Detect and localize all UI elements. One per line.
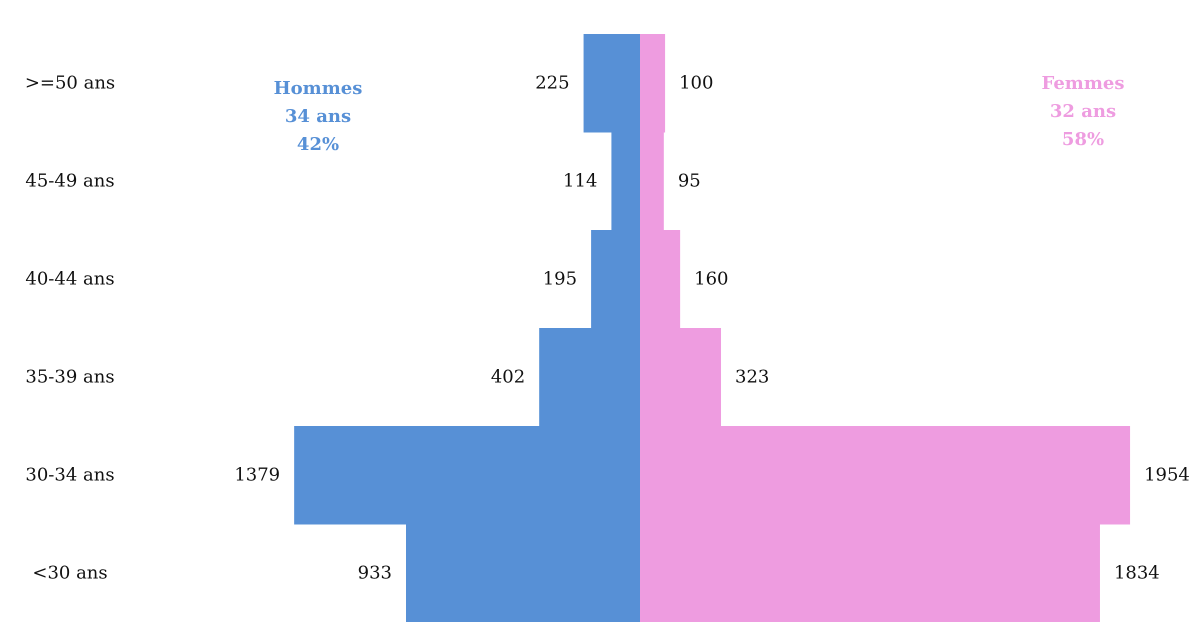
value-label-femmes-ge50-ans: 100 — [679, 73, 713, 94]
value-label-femmes-lt30-ans: 1834 — [1114, 563, 1160, 584]
legend-hommes-share: 42% — [297, 134, 339, 155]
bar-hommes-ge50-ans — [584, 34, 640, 133]
legend-femmes-share: 58% — [1062, 129, 1104, 150]
category-label-30-34-ans: 30-34 ans — [25, 465, 114, 486]
category-label-45-49-ans: 45-49 ans — [25, 171, 114, 192]
value-label-femmes-35-39-ans: 323 — [735, 367, 769, 388]
legend-hommes: Hommes 34 ans 42% — [274, 78, 363, 155]
legend-hommes-age: 34 ans — [285, 106, 351, 127]
bar-femmes-45-49-ans — [640, 132, 664, 231]
value-label-femmes-30-34-ans: 1954 — [1144, 465, 1190, 486]
bars-group — [294, 34, 1130, 622]
bar-hommes-35-39-ans — [539, 328, 640, 427]
value-label-femmes-45-49-ans: 95 — [678, 171, 701, 192]
value-label-hommes-ge50-ans: 225 — [535, 73, 569, 94]
value-label-hommes-40-44-ans: 195 — [543, 269, 577, 290]
category-label-lt30-ans: <30 ans — [32, 563, 107, 584]
legend-femmes-name: Femmes — [1042, 73, 1125, 94]
value-label-femmes-40-44-ans: 160 — [694, 269, 728, 290]
value-label-hommes-30-34-ans: 1379 — [234, 465, 280, 486]
category-label-40-44-ans: 40-44 ans — [25, 269, 114, 290]
category-label-35-39-ans: 35-39 ans — [25, 367, 114, 388]
value-label-hommes-45-49-ans: 114 — [563, 171, 597, 192]
bar-hommes-45-49-ans — [611, 132, 640, 231]
bar-femmes-40-44-ans — [640, 230, 680, 329]
value-label-hommes-lt30-ans: 933 — [358, 563, 392, 584]
bar-femmes-lt30-ans — [640, 524, 1100, 622]
bar-hommes-40-44-ans — [591, 230, 640, 329]
bar-hommes-lt30-ans — [406, 524, 640, 622]
legend-femmes-age: 32 ans — [1050, 101, 1116, 122]
value-label-hommes-35-39-ans: 402 — [491, 367, 525, 388]
bar-femmes-ge50-ans — [640, 34, 665, 133]
bar-femmes-30-34-ans — [640, 426, 1130, 525]
legend-femmes: Femmes 32 ans 58% — [1042, 73, 1125, 150]
bar-hommes-30-34-ans — [294, 426, 640, 525]
category-labels: >=50 ans 45-49 ans 40-44 ans 35-39 ans 30-34… — [25, 73, 115, 584]
category-label-ge50-ans: >=50 ans — [25, 73, 115, 94]
bar-femmes-35-39-ans — [640, 328, 721, 427]
legend-hommes-name: Hommes — [274, 78, 363, 99]
